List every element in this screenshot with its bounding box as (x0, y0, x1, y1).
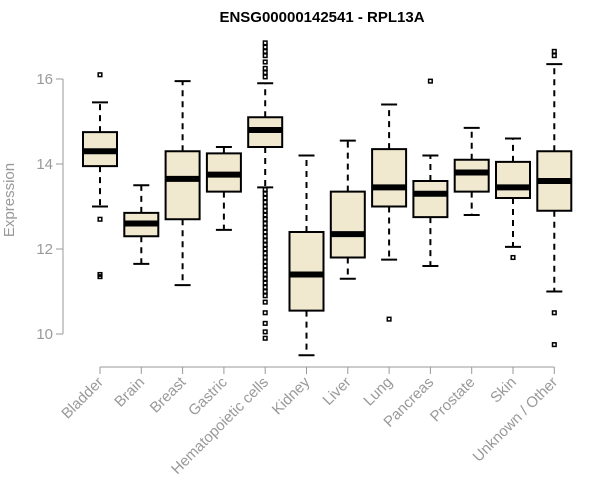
outlier-point (262, 288, 268, 295)
box-group (412, 78, 449, 267)
outlier-point (262, 276, 268, 282)
y-tick-label: 10 (36, 326, 53, 343)
box-group (247, 40, 284, 341)
outlier-point (262, 310, 268, 316)
boxes (82, 40, 573, 357)
outlier-point (386, 316, 392, 322)
outlier-point (262, 259, 268, 265)
outlier-point (262, 199, 268, 205)
outlier-point (262, 40, 268, 46)
box-group (288, 154, 325, 357)
x-tick-label: Skin (487, 374, 520, 407)
x-tick-label: Breast (147, 373, 190, 416)
outlier-point (551, 48, 557, 54)
outlier-point (262, 293, 268, 299)
box (412, 180, 449, 219)
outlier-point (262, 284, 268, 290)
outlier-point (97, 216, 103, 222)
outlier-point (262, 246, 268, 252)
outlier-point (262, 216, 268, 222)
outlier-point (262, 254, 268, 261)
x-tick-label: Prostate (427, 374, 479, 426)
box-group (495, 137, 531, 261)
outlier-point (97, 72, 103, 78)
outlier-point (262, 242, 268, 248)
outlier-point (262, 329, 268, 335)
outlier-point (262, 65, 268, 71)
y-tick-label: 14 (36, 156, 53, 173)
box-group (205, 146, 242, 231)
outlier-point (262, 186, 268, 193)
outlier-point (262, 191, 268, 197)
outlier-point (262, 220, 268, 227)
outlier-point (551, 342, 557, 348)
outlier-point (427, 78, 433, 84)
outlier-point (262, 70, 268, 76)
outlier-point (262, 233, 268, 239)
outlier-point (262, 195, 268, 201)
outlier-point (262, 208, 268, 214)
box-group (329, 139, 366, 280)
box (453, 158, 490, 193)
outlier-point (262, 212, 268, 218)
chart-title: ENSG00000142541 - RPL13A (219, 9, 424, 26)
x-tick-label: Kidney (269, 373, 314, 418)
box (329, 190, 366, 259)
outlier-point (97, 274, 103, 280)
outlier-point (551, 53, 557, 59)
outlier-point (262, 299, 268, 305)
box-group (123, 184, 160, 265)
box (164, 150, 201, 221)
outlier-point (262, 48, 268, 54)
y-axis: 10 12 14 16 (36, 71, 64, 343)
outlier-point (262, 335, 268, 341)
y-tick-label: 12 (36, 241, 53, 258)
box (288, 231, 325, 312)
outlier-point (510, 254, 516, 261)
x-tick-label: Lung (360, 374, 396, 410)
outlier-point (262, 237, 268, 244)
outlier-point (262, 320, 268, 326)
x-tick-label: Liver (320, 374, 355, 409)
box-group (453, 126, 490, 216)
outlier-point (262, 44, 268, 50)
outlier-point (262, 280, 268, 286)
outlier-point (262, 74, 268, 80)
box-group (536, 48, 573, 348)
outlier-point (262, 250, 268, 256)
outlier-point (262, 225, 268, 231)
box (371, 148, 408, 208)
outlier-point (551, 310, 557, 316)
outlier-point (262, 53, 268, 59)
box-group (164, 80, 201, 287)
box-group (82, 72, 118, 280)
box (495, 160, 531, 199)
outlier-point (262, 263, 268, 269)
box-group (371, 103, 408, 322)
y-tick-label: 16 (36, 71, 53, 88)
x-tick-label: Bladder (58, 374, 107, 423)
outlier-point (262, 267, 268, 273)
outlier-point (262, 229, 268, 235)
outlier-point (262, 59, 268, 65)
outlier-point (262, 271, 268, 278)
x-tick-label: Brain (111, 374, 148, 411)
outlier-point (262, 203, 268, 210)
y-axis-label: Expression (1, 163, 18, 237)
